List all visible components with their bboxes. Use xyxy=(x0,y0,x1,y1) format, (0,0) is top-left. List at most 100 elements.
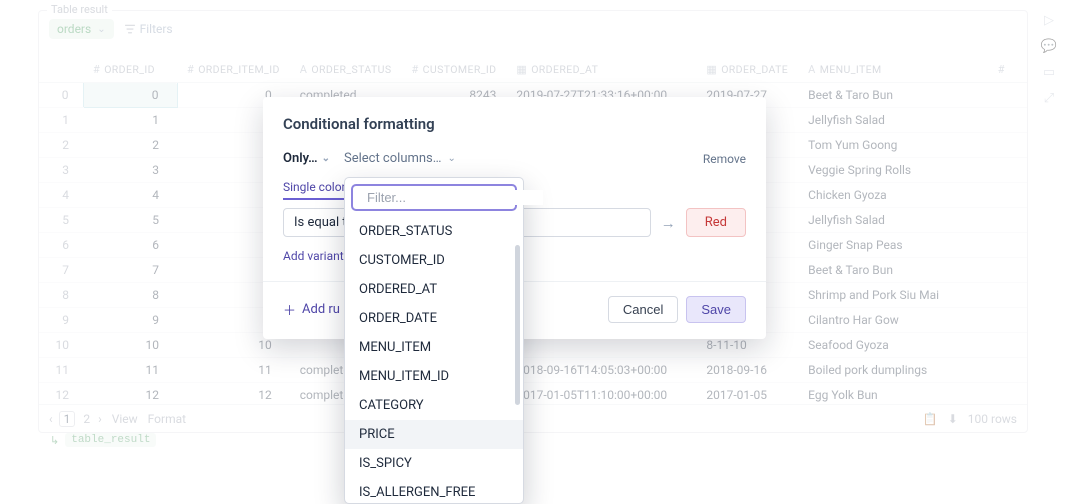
cell-extra xyxy=(988,308,1027,333)
modal-title: Conditional formatting xyxy=(283,115,746,133)
cell-extra xyxy=(988,333,1027,358)
cell-extra xyxy=(988,133,1027,158)
cell-menu[interactable]: Boiled pork dumplings xyxy=(798,358,988,383)
cell-order-id[interactable]: 11 xyxy=(83,358,177,383)
cancel-button[interactable]: Cancel xyxy=(608,296,678,323)
col-ordered-at[interactable]: ▦ORDERED_AT xyxy=(506,57,696,83)
panel-legend: Table result xyxy=(47,3,112,16)
source-badge-label: orders xyxy=(57,22,91,36)
scope-dropdown[interactable]: Only… ⌄ xyxy=(283,151,330,166)
cell-ordered[interactable]: 2017-01-05T11:10:00+00:00 xyxy=(506,383,696,403)
panel-header: orders ⌄ Filters xyxy=(39,11,1027,43)
hash-icon: # xyxy=(187,63,194,76)
dropdown-option[interactable]: CATEGORY xyxy=(345,391,523,420)
row-number: 9 xyxy=(39,308,83,333)
col-order-id[interactable]: #ORDER_ID xyxy=(83,57,177,83)
cell-ordered[interactable]: 2018-09-16T14:05:03+00:00 xyxy=(506,358,696,383)
save-button[interactable]: Save xyxy=(686,296,746,323)
dropdown-filter-input[interactable] xyxy=(367,190,543,205)
chevron-down-icon: ⌄ xyxy=(97,24,105,35)
cell-item-id[interactable]: 11 xyxy=(177,358,290,383)
filters-button[interactable]: Filters xyxy=(124,22,173,36)
cell-menu[interactable]: Shrimp and Pork Siu Mai xyxy=(798,283,988,308)
cell-order-id[interactable]: 10 xyxy=(83,333,177,358)
cell-odate[interactable]: 2017-01-05 xyxy=(696,383,798,403)
expand-icon[interactable]: ⤢ xyxy=(1040,90,1058,106)
col-status[interactable]: AORDER_STATUS xyxy=(290,57,402,83)
cell-order-id[interactable]: 2 xyxy=(83,133,177,158)
cell-menu[interactable]: Beet & Taro Bun xyxy=(798,258,988,283)
remove-rule-link[interactable]: Remove xyxy=(703,152,746,166)
row-number: 12 xyxy=(39,383,83,403)
format-color-select[interactable]: Red xyxy=(686,208,746,237)
page-prev[interactable]: ‹ xyxy=(49,412,53,426)
play-icon[interactable]: ▷ xyxy=(1040,12,1058,28)
cell-order-id[interactable]: 8 xyxy=(83,283,177,308)
dropdown-option[interactable]: MENU_ITEM_ID xyxy=(345,362,523,391)
table-row[interactable]: 111111completed119162018-09-16T14:05:03+… xyxy=(39,358,1027,383)
comment-icon[interactable]: 💬 xyxy=(1040,38,1058,54)
cell-order-id[interactable]: 7 xyxy=(83,258,177,283)
cell-extra xyxy=(988,108,1027,133)
tab-single-color[interactable]: Single color xyxy=(283,180,346,200)
cell-menu[interactable]: Egg Yolk Bun xyxy=(798,383,988,403)
filters-label: Filters xyxy=(140,22,173,36)
cell-order-id[interactable]: 12 xyxy=(83,383,177,403)
cell-menu[interactable]: Tom Yum Goong xyxy=(798,133,988,158)
col-menu-item[interactable]: AMENU_ITEM xyxy=(798,57,988,83)
row-number: 5 xyxy=(39,208,83,233)
cell-menu[interactable]: Beet & Taro Bun xyxy=(798,83,988,108)
cell-order-id[interactable]: 9 xyxy=(83,308,177,333)
cell-menu[interactable]: Seafood Gyoza xyxy=(798,333,988,358)
col-order-date[interactable]: ▦ORDER_DATE xyxy=(696,57,798,83)
col-order-item[interactable]: #ORDER_ITEM_ID xyxy=(177,57,290,83)
dropdown-option[interactable]: CUSTOMER_ID xyxy=(345,246,523,275)
cell-extra xyxy=(988,383,1027,403)
dropdown-option[interactable]: IS_ALLERGEN_FREE xyxy=(345,478,523,497)
dropdown-option[interactable]: MENU_ITEM xyxy=(345,333,523,362)
cell-order-id[interactable]: 0 xyxy=(83,83,177,108)
dropdown-option[interactable]: ORDER_DATE xyxy=(345,304,523,333)
cell-menu[interactable]: Cilantro Har Gow xyxy=(798,308,988,333)
scrollbar-thumb[interactable] xyxy=(515,245,520,405)
cell-item-id[interactable]: 12 xyxy=(177,383,290,403)
table-row[interactable]: 121212completed116062017-01-05T11:10:00+… xyxy=(39,383,1027,403)
format-menu[interactable]: Format xyxy=(148,412,186,426)
dropdown-search[interactable] xyxy=(351,184,517,211)
cell-order-id[interactable]: 5 xyxy=(83,208,177,233)
cell-menu[interactable]: Jellyfish Salad xyxy=(798,108,988,133)
rownum-header xyxy=(39,57,83,83)
add-rule-button[interactable]: ＋ Add ru xyxy=(283,300,340,319)
cell-order-id[interactable]: 1 xyxy=(83,108,177,133)
col-customer[interactable]: #CUSTOMER_ID xyxy=(401,57,506,83)
page-next[interactable]: › xyxy=(98,412,102,426)
page-current[interactable]: 1 xyxy=(59,411,76,427)
col-more: # xyxy=(988,57,1027,83)
page-2[interactable]: 2 xyxy=(81,412,92,426)
view-menu[interactable]: View xyxy=(112,412,138,426)
dropdown-option[interactable]: ORDER_STATUS xyxy=(345,217,523,246)
row-number: 1 xyxy=(39,108,83,133)
download-icon[interactable]: ⬇ xyxy=(948,412,958,426)
cell-order-id[interactable]: 6 xyxy=(83,233,177,258)
cell-extra xyxy=(988,358,1027,383)
cell-order-id[interactable]: 4 xyxy=(83,183,177,208)
row-count: 100 rows xyxy=(968,412,1017,426)
dropdown-option[interactable]: PRICE xyxy=(345,420,523,449)
copy-icon[interactable]: 📋 xyxy=(923,412,938,426)
source-badge[interactable]: orders ⌄ xyxy=(49,19,114,39)
cell-menu[interactable]: Ginger Snap Peas xyxy=(798,233,988,258)
result-var-name[interactable]: table_result xyxy=(65,433,156,447)
cell-order-id[interactable]: 3 xyxy=(83,158,177,183)
cell-menu[interactable]: Jellyfish Salad xyxy=(798,208,988,233)
dropdown-option[interactable]: ORDERED_AT xyxy=(345,275,523,304)
dropdown-option[interactable]: IS_SPICY xyxy=(345,449,523,478)
cell-menu[interactable]: Veggie Spring Rolls xyxy=(798,158,988,183)
filter-icon xyxy=(124,23,136,35)
select-columns-dropdown[interactable]: Select columns… ⌄ xyxy=(344,151,456,166)
cell-menu[interactable]: Chicken Gyoza xyxy=(798,183,988,208)
cell-extra xyxy=(988,158,1027,183)
plus-icon: ＋ xyxy=(283,300,296,319)
cell-odate[interactable]: 2018-09-16 xyxy=(696,358,798,383)
panel-icon[interactable]: ▭ xyxy=(1040,64,1058,80)
